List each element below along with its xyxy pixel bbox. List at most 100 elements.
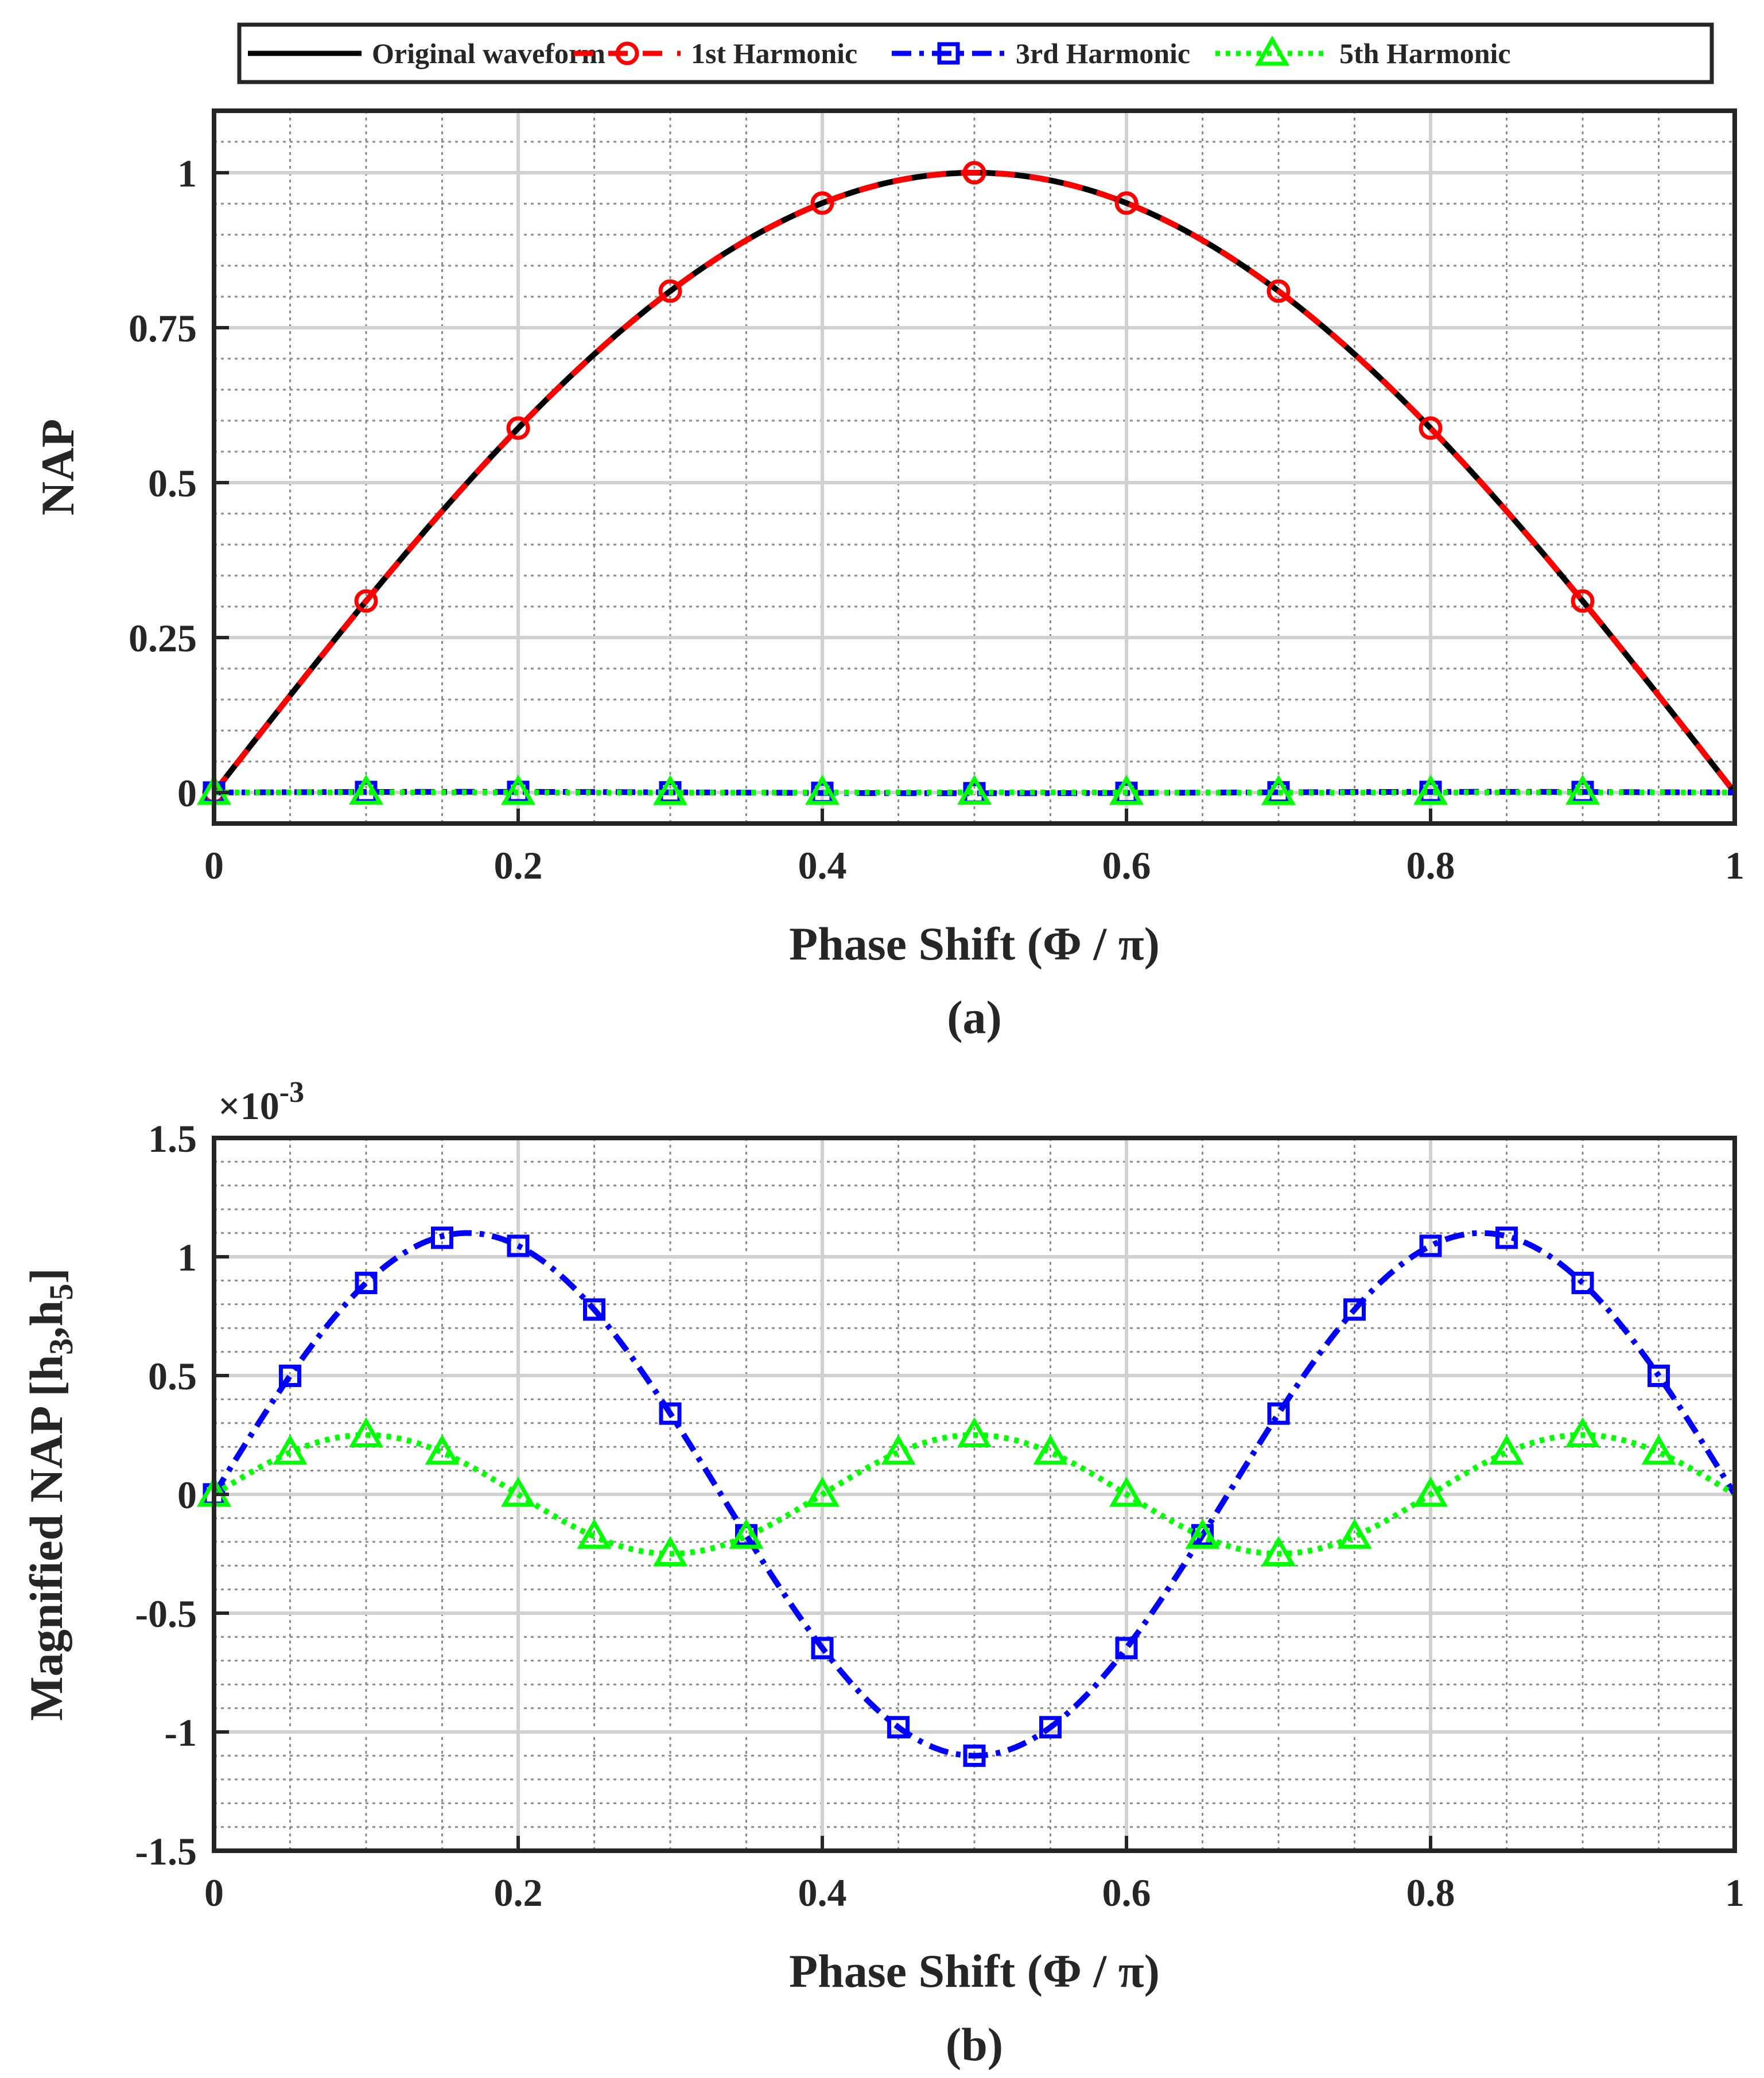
panel-a-point-1st-harmonic	[1114, 191, 1139, 215]
panel-a-point-5th-harmonic	[652, 775, 688, 805]
panel-b-grid	[212, 1136, 1736, 1852]
panel-b-point-3rd-harmonic	[507, 1234, 530, 1257]
panel-a-point-5th-harmonic	[348, 774, 384, 805]
panel-a-point-1st-harmonic	[1266, 279, 1291, 303]
panel-b-point-5th-harmonic	[348, 1417, 384, 1447]
panel-b-point-5th-harmonic	[1413, 1476, 1448, 1507]
panel-b-xtick-label: 0.8	[1406, 1871, 1455, 1914]
panel-b-line-5th-harmonic	[212, 1432, 1736, 1557]
panel-b-caption: (b)	[946, 2018, 1003, 2071]
panel-a-point-5th-harmonic	[500, 774, 536, 805]
panel-b-point-3rd-harmonic	[1571, 1272, 1594, 1295]
legend-label-1st: 1st Harmonic	[691, 37, 857, 69]
panel-b-point-3rd-harmonic	[355, 1272, 378, 1295]
panel-b-xtick-label: 0.4	[798, 1871, 847, 1914]
panel-b-ylabel-sub1: 3	[42, 1338, 80, 1355]
panel-a-plot-area	[196, 161, 1737, 805]
panel-b-xtick-label: 0.2	[494, 1871, 543, 1914]
panel-b-point-3rd-harmonic	[583, 1298, 605, 1321]
legend-label-3rd: 3rd Harmonic	[1016, 37, 1190, 69]
panel-a-point-5th-harmonic	[805, 774, 840, 805]
panel-b-point-5th-harmonic	[500, 1476, 536, 1507]
panel-a-point-1st-harmonic	[962, 161, 986, 185]
panel-b-ylabel-mid: ,h	[20, 1300, 72, 1338]
panel-b-point-5th-harmonic	[1109, 1476, 1144, 1507]
panel-b-exponent-prefix: ×10	[218, 1084, 279, 1128]
panel-a-xlabel: Phase Shift (Φ / π)	[789, 918, 1160, 970]
panel-a-ticks: 0 0.2 0.4 0.6 0.8 1 0 0.25 0.5 0.75 1	[129, 152, 1744, 887]
panel-b-series-3rd-harmonic	[203, 1226, 1738, 1767]
panel-b-point-5th-harmonic	[805, 1476, 840, 1507]
panel-a-xtick-label: 0	[204, 844, 224, 887]
panel-b-point-3rd-harmonic	[279, 1364, 301, 1387]
panel-a-point-1st-harmonic	[506, 416, 530, 440]
panel-a-point-1st-harmonic	[1419, 416, 1443, 440]
panel-b: 0 0.2 0.4 0.6 0.8 1 -1.5 -1 -0.5 0 0.5 1 1.5 ×10-3 P…	[20, 1076, 1744, 2071]
panel-b-point-5th-harmonic	[881, 1434, 916, 1465]
legend-marker-circle	[615, 41, 639, 65]
panel-a-point-1st-harmonic	[658, 279, 682, 303]
panel-a-xtick-label: 0.8	[1406, 844, 1455, 887]
legend-label-5th: 5th Harmonic	[1339, 37, 1511, 69]
panel-b-point-5th-harmonic	[577, 1518, 612, 1549]
panel-b-ylabel: Magnified NAP [h3,h5]	[20, 1268, 80, 1720]
panel-b-ytick-label: 1	[177, 1236, 197, 1279]
panel-b-point-5th-harmonic	[425, 1434, 460, 1465]
panel-b-point-5th-harmonic	[1489, 1434, 1524, 1465]
panel-a-line-3rd-harmonic	[213, 789, 1735, 797]
panel-a-series-1st-harmonic	[202, 161, 1737, 805]
panel-a-xtick-label: 0.4	[798, 844, 847, 887]
panel-a-frame	[212, 108, 1737, 826]
panel-b-point-3rd-harmonic	[811, 1637, 834, 1660]
panel-b-ylabel-sub2: 5	[42, 1284, 80, 1300]
panel-b-point-5th-harmonic	[1337, 1518, 1372, 1549]
panel-b-ticks: 0 0.2 0.4 0.6 0.8 1 -1.5 -1 -0.5 0 0.5 1 1.5	[135, 1117, 1744, 1914]
panel-b-point-5th-harmonic	[957, 1417, 992, 1447]
panel-a-grid	[212, 110, 1736, 825]
panel-b-ytick-label: -1.5	[135, 1830, 197, 1873]
panel-a-ytick-label: 0.25	[129, 616, 197, 660]
legend-label-original: Original waveform	[372, 37, 605, 69]
panel-b-point-3rd-harmonic	[963, 1744, 986, 1767]
panel-b-point-5th-harmonic	[273, 1434, 308, 1465]
panel-a-point-5th-harmonic	[1109, 774, 1144, 805]
panel-b-exponent: ×10-3	[218, 1076, 304, 1128]
panel-a-xtick-label: 0.2	[494, 844, 543, 887]
legend: Original waveform 1st Harmonic 3rd Harmo…	[237, 22, 1714, 84]
panel-a-series-5th-harmonic	[196, 774, 1735, 805]
legend-line-1st	[574, 41, 681, 65]
panel-a-point-5th-harmonic	[1565, 774, 1600, 805]
panel-b-xtick-label: 0.6	[1102, 1871, 1151, 1914]
panel-b-point-5th-harmonic	[1033, 1434, 1068, 1465]
panel-b-point-3rd-harmonic	[1495, 1226, 1518, 1249]
panel-b-point-3rd-harmonic	[1343, 1298, 1366, 1321]
panel-b-point-5th-harmonic	[1641, 1434, 1676, 1465]
panel-b-xtick-label: 1	[1725, 1871, 1744, 1914]
panel-a-line-1st-harmonic	[212, 170, 1737, 795]
panel-a-point-5th-harmonic	[1261, 775, 1296, 805]
panel-b-xtick-label: 0	[204, 1871, 224, 1914]
panel-b-point-3rd-harmonic	[1039, 1716, 1062, 1739]
panel-a-caption: (a)	[947, 991, 1002, 1043]
panel-a-ylabel: NAP	[32, 419, 84, 516]
panel-b-xlabel: Phase Shift (Φ / π)	[789, 1945, 1160, 1997]
panel-b-point-3rd-harmonic	[1115, 1637, 1138, 1660]
panel-b-ytick-label: 0	[177, 1473, 197, 1517]
panel-b-ytick-label: 0.5	[148, 1354, 197, 1398]
panel-b-ytick-label: 1.5	[148, 1117, 197, 1160]
panel-b-point-3rd-harmonic	[431, 1226, 453, 1249]
panel-b-line-3rd-harmonic	[211, 1230, 1738, 1759]
panel-b-point-3rd-harmonic	[1267, 1402, 1290, 1425]
panel-b-ytick-label: -0.5	[135, 1592, 197, 1636]
panel-a-point-1st-harmonic	[1571, 589, 1595, 613]
panel-b-point-5th-harmonic	[729, 1518, 764, 1549]
panel-a-point-5th-harmonic	[957, 774, 992, 805]
panel-a-point-1st-harmonic	[810, 191, 834, 215]
legend-line-3rd	[892, 42, 1005, 65]
panel-b-ylabel-end: ]	[20, 1268, 72, 1283]
legend-marker-square	[937, 42, 960, 65]
panel-a-point-5th-harmonic	[1413, 774, 1448, 805]
panel-a-ytick-label: 0.75	[129, 306, 197, 350]
panel-a-ytick-label: 0.5	[148, 461, 197, 505]
